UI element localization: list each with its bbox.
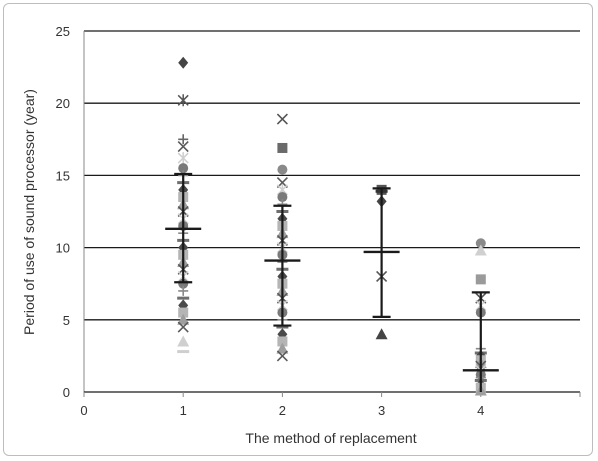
y-tick-label-10: 10: [56, 241, 70, 256]
data-point-2-5: [277, 192, 288, 203]
data-point-1-2: [178, 134, 189, 145]
y-tick-label-0: 0: [63, 385, 70, 400]
x-tick-label-3: 3: [378, 403, 385, 418]
data-point-2-25: [277, 336, 288, 347]
data-point-1-23: [177, 296, 190, 300]
y-tick-label-15: 15: [56, 168, 70, 183]
data-point-2-26: [276, 342, 289, 354]
chart-frame: [3, 3, 593, 456]
error-bars: [165, 172, 499, 392]
y-axis-label: Period of use of sound processor (year): [21, 89, 37, 335]
x-tick-label-1: 1: [180, 403, 187, 418]
x-tick-label-4: 4: [477, 403, 484, 418]
x-tick-label-0: 0: [80, 403, 87, 418]
data-point-2-23: [276, 325, 289, 329]
data-point-2-0: [276, 113, 288, 125]
data-points: [177, 56, 487, 396]
data-point-1-22: [178, 285, 189, 296]
data-point-2-27: [276, 350, 288, 362]
data-point-3-4: [375, 328, 388, 340]
y-tick-label-25: 25: [56, 24, 70, 39]
data-point-4-1: [474, 244, 487, 256]
data-point-4-0: [475, 238, 486, 249]
y-tick-label-20: 20: [56, 96, 70, 111]
tick-labels: 0 5 10 15 20 25 0 1 2 3 4: [56, 24, 485, 418]
data-point-1-29: [177, 350, 190, 354]
grid-lines: [84, 30, 580, 321]
data-point-1-27: [177, 321, 189, 333]
data-point-1-28: [177, 335, 190, 347]
data-point-1-3: [177, 140, 189, 153]
data-point-2-2: [277, 164, 288, 175]
x-tick-label-2: 2: [279, 403, 286, 418]
data-point-1-5: [178, 163, 189, 174]
data-point-1-0: [178, 56, 189, 69]
data-point-2-1: [277, 142, 288, 153]
axes: [83, 31, 581, 397]
data-point-1-26: [177, 313, 190, 325]
data-point-1-4: [177, 152, 189, 165]
data-point-1-25: [178, 307, 189, 318]
data-point-4-2: [475, 274, 486, 285]
data-point-1-1: [177, 94, 189, 107]
y-tick-label-5: 5: [63, 313, 70, 328]
x-axis-label: The method of replacement: [245, 430, 416, 446]
